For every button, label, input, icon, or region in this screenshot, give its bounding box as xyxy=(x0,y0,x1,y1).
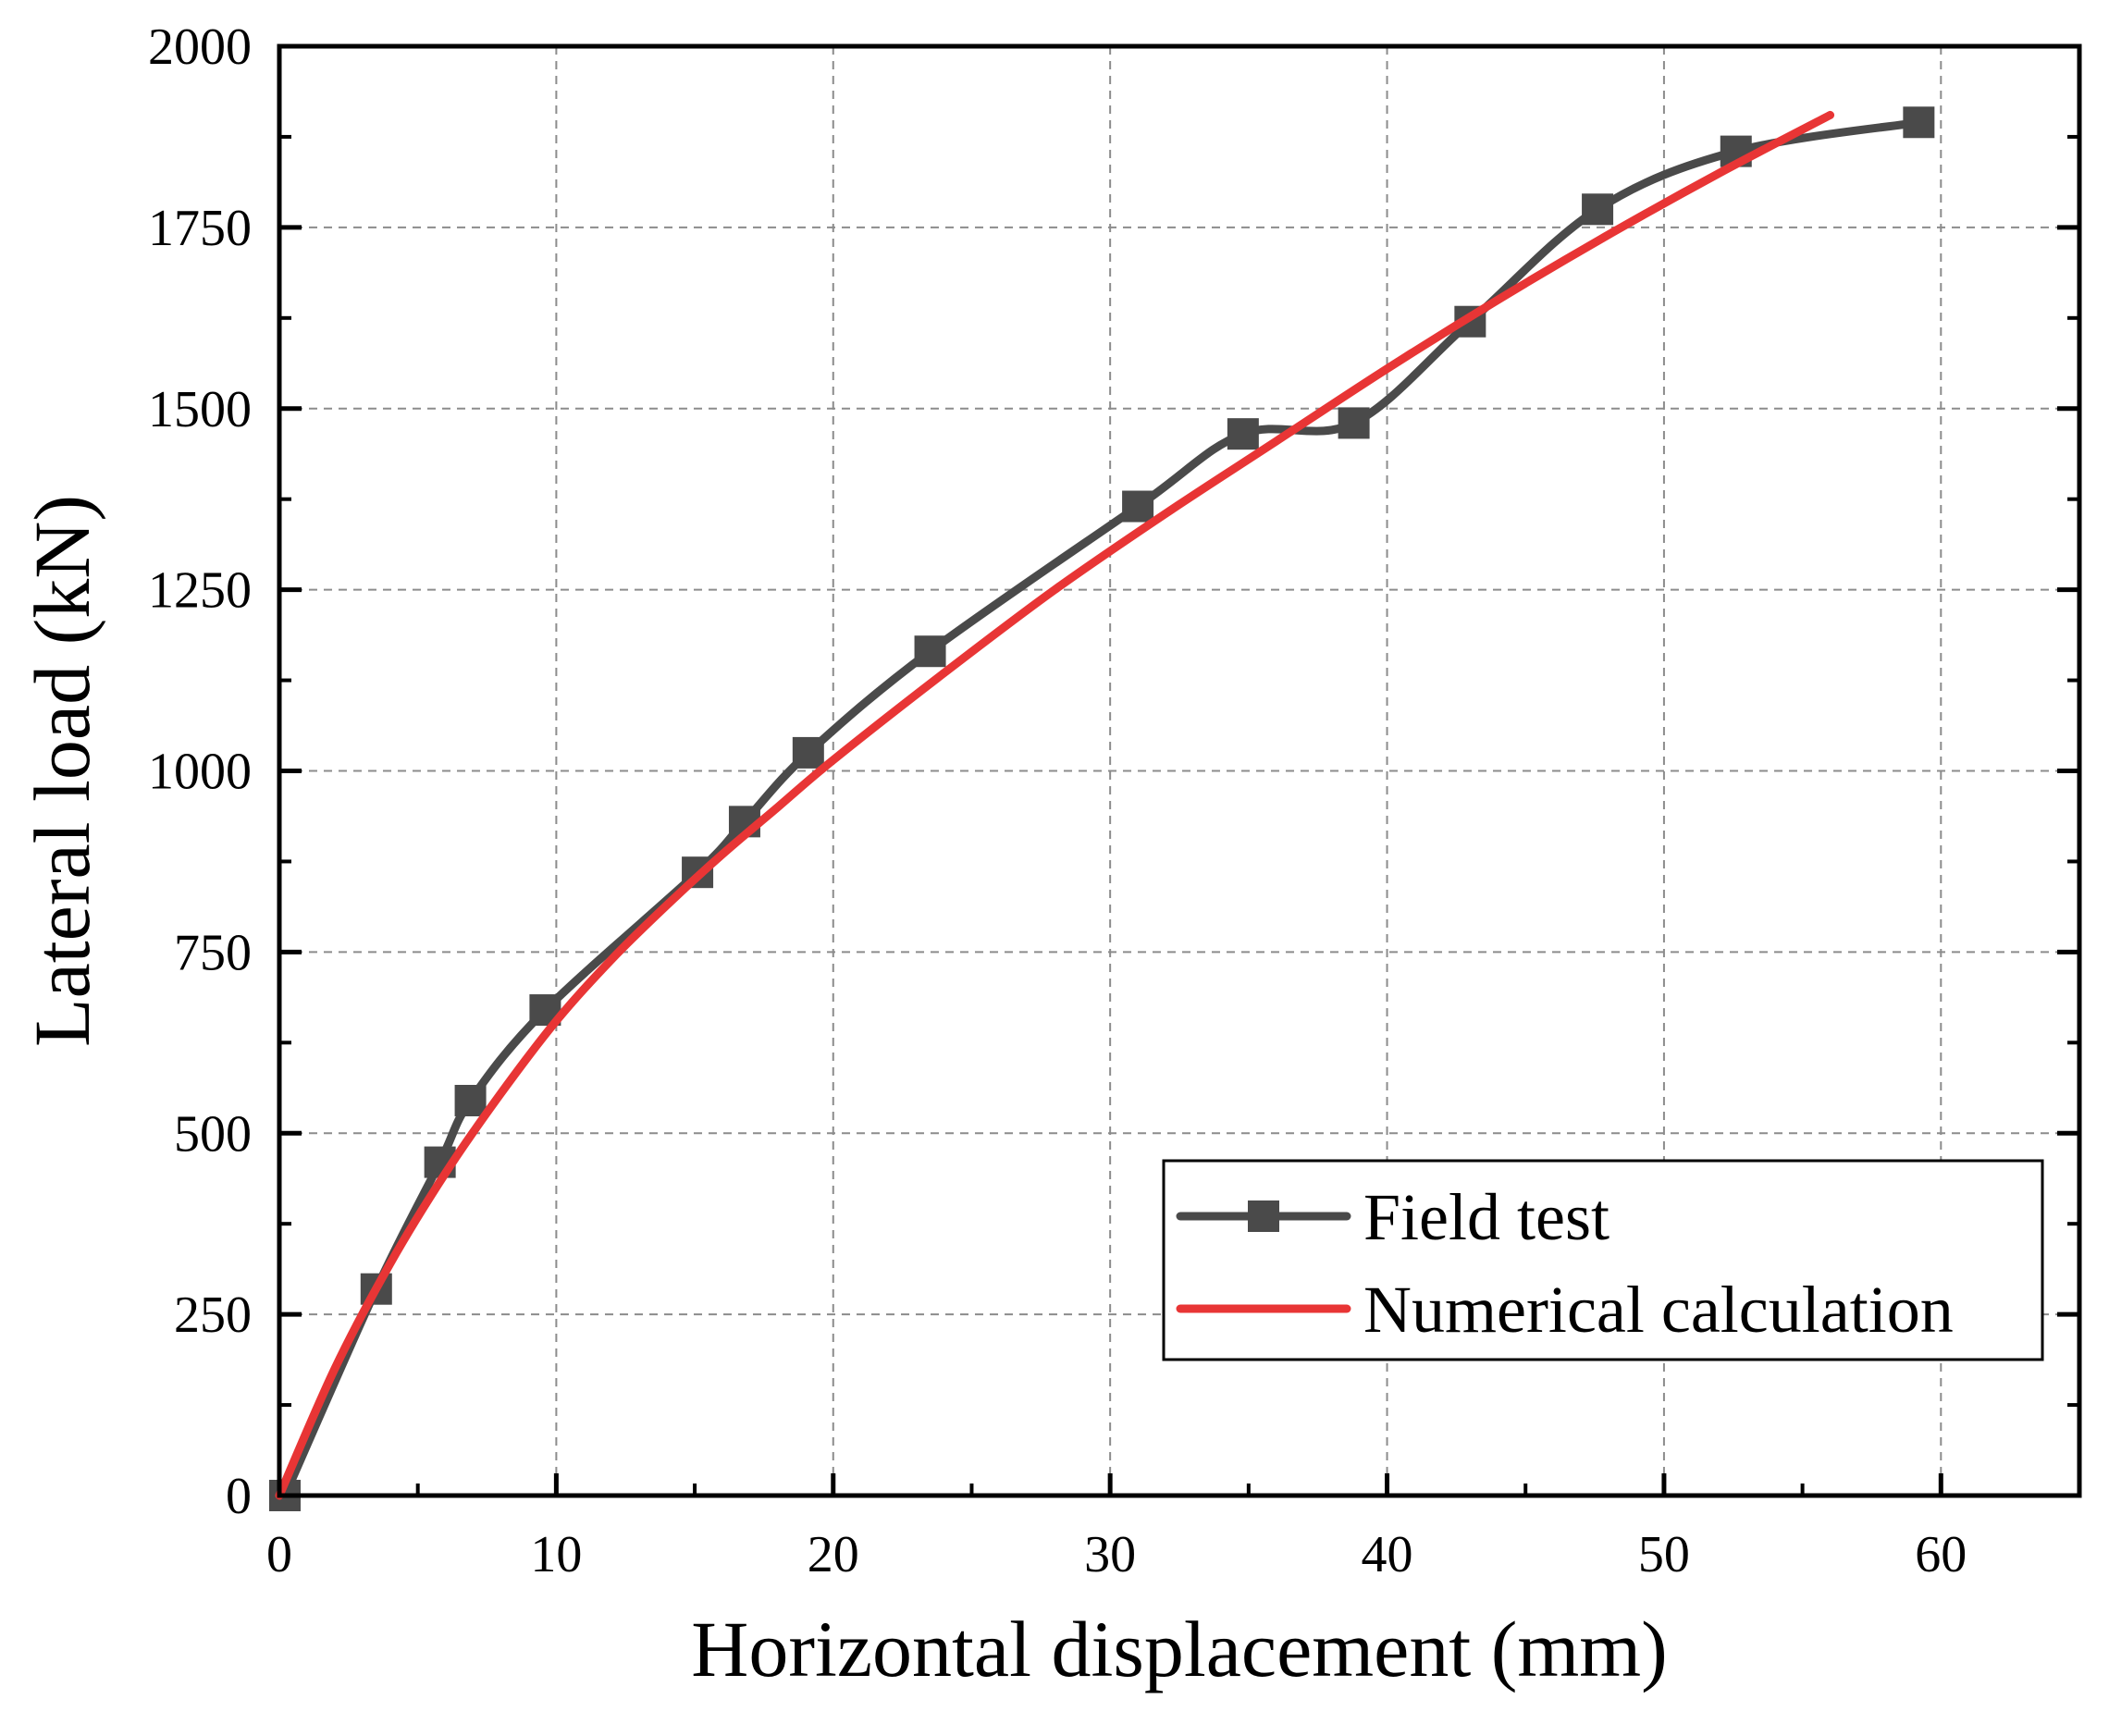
x-axis-title: Horizontal displacement (mm) xyxy=(691,1605,1668,1693)
legend-marker-field-test xyxy=(1248,1200,1279,1232)
x-tick-label: 20 xyxy=(808,1526,859,1583)
legend-box xyxy=(1162,1159,2044,1361)
series-layer xyxy=(268,106,1935,1511)
tick-labels: 0 10 20 30 40 50 60 0 250 500 750 1000 1250 1500 1750 2… xyxy=(148,18,1967,1583)
y-tick-label: 1000 xyxy=(148,744,252,801)
x-tick-label: 10 xyxy=(530,1526,582,1583)
data-point-field-test xyxy=(1227,418,1259,450)
y-tick-label: 500 xyxy=(174,1105,252,1163)
y-tick-label: 0 xyxy=(226,1468,252,1525)
axis-ticks xyxy=(277,43,2079,1498)
y-tick-label: 1250 xyxy=(148,562,252,620)
x-tick-label: 30 xyxy=(1084,1526,1136,1583)
x-tick-label: 60 xyxy=(1915,1526,1967,1583)
data-point-field-test xyxy=(454,1084,487,1116)
grid-lines xyxy=(279,46,2079,1496)
x-tick-label: 40 xyxy=(1362,1526,1413,1583)
series-line-numerical-calculation xyxy=(275,110,1835,1500)
legend-label-field-test: Field test xyxy=(1363,1180,1610,1254)
data-point-field-test xyxy=(914,635,946,668)
y-axis-title: Lateral load (kN) xyxy=(18,495,106,1047)
series-field-test xyxy=(268,106,1935,1511)
y-tick-label: 250 xyxy=(174,1287,252,1344)
y-tick-label: 1750 xyxy=(148,200,252,257)
data-point-field-test xyxy=(1338,407,1370,439)
x-tick-label: 50 xyxy=(1638,1526,1690,1583)
legend: Field test Numerical calculation xyxy=(1162,1159,2044,1361)
legend-label-numerical-calculation: Numerical calculation xyxy=(1363,1273,1954,1347)
series-line-field-test xyxy=(280,117,1923,1500)
data-point-field-test xyxy=(1903,106,1935,139)
y-tick-label: 750 xyxy=(174,924,252,981)
data-point-field-test xyxy=(792,736,824,769)
series-numerical-calculation xyxy=(275,110,1835,1500)
x-tick-label: 0 xyxy=(266,1526,292,1583)
y-tick-label: 1500 xyxy=(148,381,252,438)
data-point-field-test xyxy=(1582,193,1614,226)
data-point-field-test xyxy=(1122,490,1154,523)
y-tick-label: 2000 xyxy=(148,18,252,76)
